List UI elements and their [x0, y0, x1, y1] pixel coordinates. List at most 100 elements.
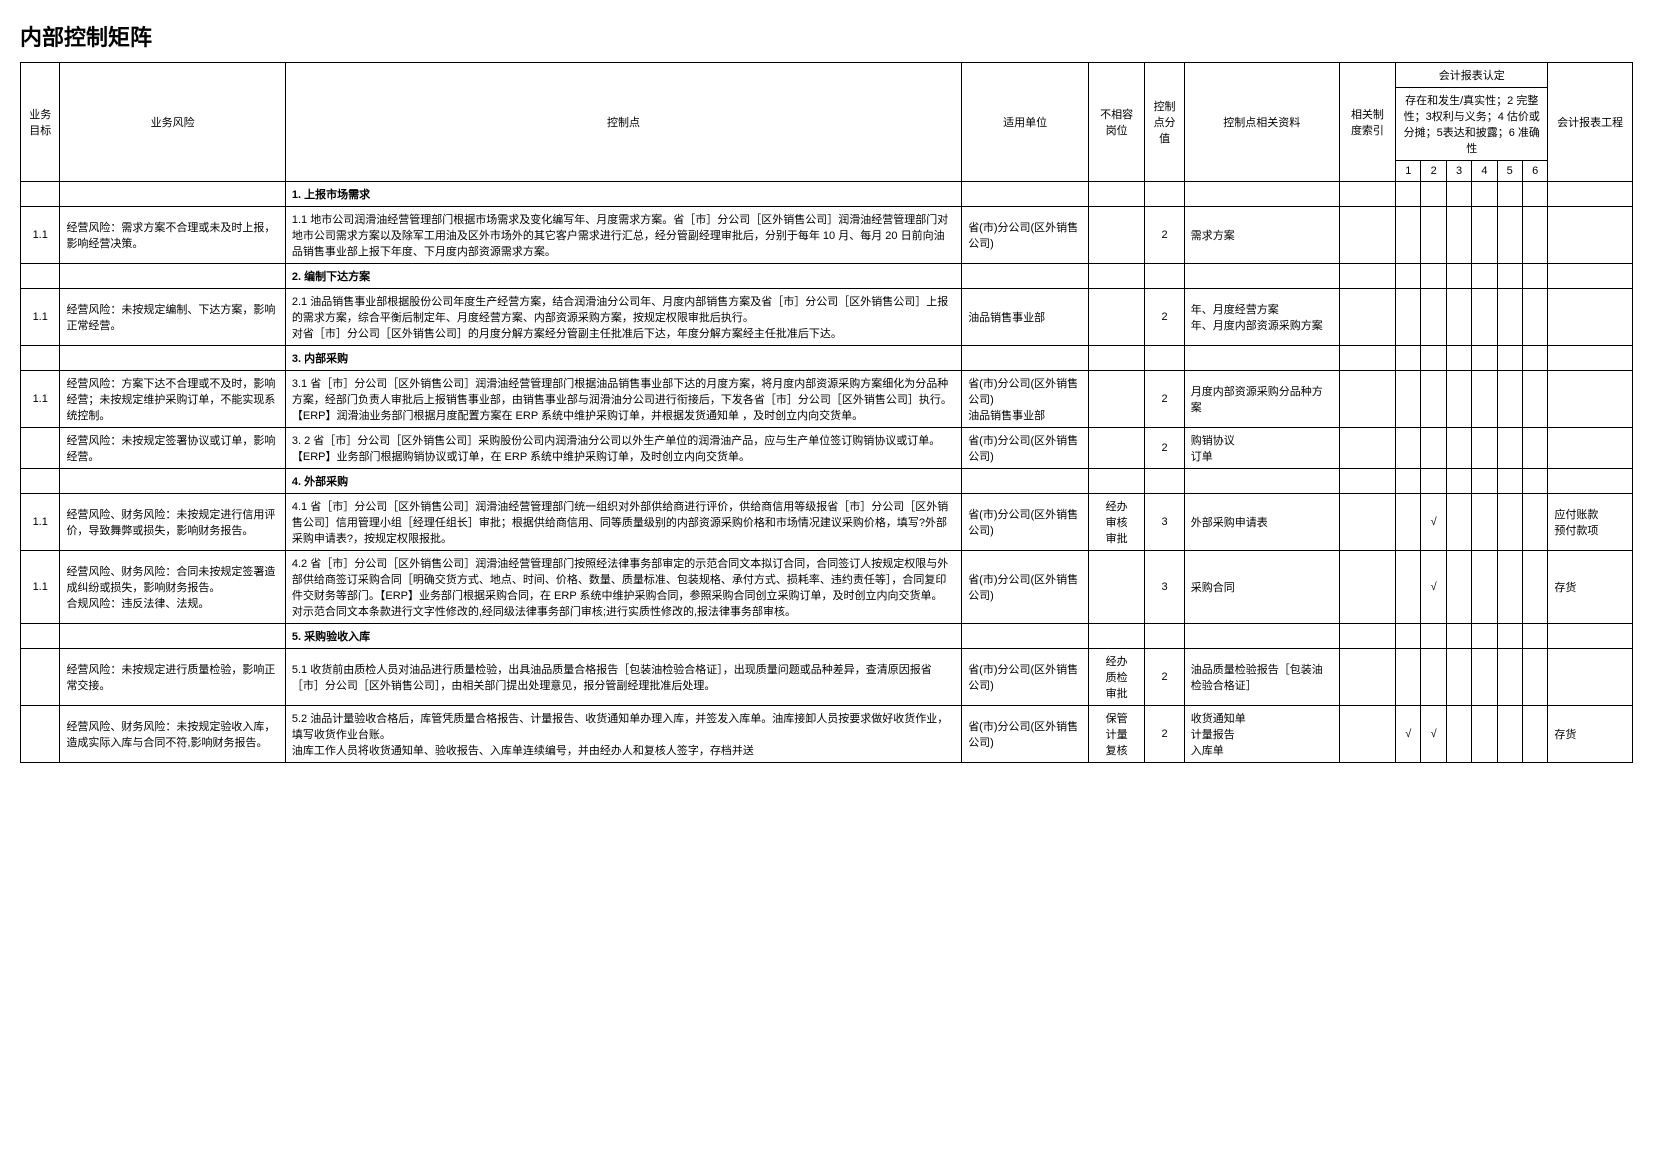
section-blank [1472, 346, 1497, 371]
section-blank [1088, 264, 1144, 289]
cell-assert [1396, 494, 1421, 551]
cell-assert [1497, 706, 1522, 763]
cell-assert [1421, 649, 1446, 706]
cell-assert [1522, 207, 1547, 264]
col-assert-desc: 存在和发生/真实性；2 完整性；3权利与义务；4 估价或分摊；5表达和披露；6 … [1396, 88, 1548, 161]
section-blank [1446, 346, 1471, 371]
cell-assert [1472, 494, 1497, 551]
cell-assert [1472, 551, 1497, 624]
section-blank [1184, 346, 1339, 371]
cell-assert [1522, 494, 1547, 551]
table-row: 1.1经营风险：需求方案不合理或未及时上报，影响经营决策。1.1 地市公司润滑油… [21, 207, 1633, 264]
section-blank [1339, 182, 1395, 207]
cell-assert [1446, 551, 1471, 624]
cell-idx: 1.1 [21, 494, 60, 551]
section-blank [1339, 346, 1395, 371]
section-blank [1421, 624, 1446, 649]
cell-proj [1548, 207, 1633, 264]
section-blank [1522, 346, 1547, 371]
col-proj: 会计报表工程 [1548, 63, 1633, 182]
cell-ctrl: 5.2 油品计量验收合格后，库管凭质量合格报告、计量报告、收货通知单办理入库，并… [285, 706, 961, 763]
cell-ref [1339, 207, 1395, 264]
cell-assert: √ [1396, 706, 1421, 763]
cell-incomp [1088, 371, 1144, 428]
section-blank [1088, 346, 1144, 371]
section-blank [1497, 264, 1522, 289]
cell-score: 2 [1145, 706, 1184, 763]
cell-proj: 存货 [1548, 706, 1633, 763]
section-blank [1184, 469, 1339, 494]
cell-idx [21, 706, 60, 763]
cell-assert [1522, 551, 1547, 624]
cell-material: 采购合同 [1184, 551, 1339, 624]
section-blank [1522, 264, 1547, 289]
section-blank [1446, 264, 1471, 289]
cell-assert [1446, 649, 1471, 706]
cell-proj [1548, 649, 1633, 706]
cell-unit: 省(市)分公司(区外销售公司) [962, 551, 1089, 624]
col-assert-num: 1 [1396, 161, 1421, 182]
cell-incomp [1088, 428, 1144, 469]
cell-assert [1446, 207, 1471, 264]
section-blank [1497, 624, 1522, 649]
section-blank [1472, 182, 1497, 207]
section-blank [1184, 264, 1339, 289]
cell-assert [1522, 371, 1547, 428]
cell-unit: 省(市)分公司(区外销售公司) [962, 428, 1089, 469]
cell-incomp [1088, 289, 1144, 346]
cell-assert [1396, 428, 1421, 469]
cell-ctrl: 4.1 省［市］分公司［区外销售公司］润滑油经营管理部门统一组织对外部供给商进行… [285, 494, 961, 551]
cell-ref [1339, 428, 1395, 469]
col-assert-num: 3 [1446, 161, 1471, 182]
section-blank [1339, 264, 1395, 289]
cell-assert [1396, 289, 1421, 346]
section-blank [60, 264, 285, 289]
section-blank [60, 624, 285, 649]
cell-risk: 经营风险、财务风险：合同未按规定签署造成纠纷或损失，影响财务报告。合规风险：违反… [60, 551, 285, 624]
table-row: 1.1经营风险、财务风险：合同未按规定签署造成纠纷或损失，影响财务报告。合规风险… [21, 551, 1633, 624]
section-blank [21, 469, 60, 494]
cell-material: 购销协议订单 [1184, 428, 1339, 469]
section-blank [1548, 469, 1633, 494]
cell-unit: 省(市)分公司(区外销售公司) [962, 494, 1089, 551]
section-blank [60, 182, 285, 207]
section-blank [962, 346, 1089, 371]
section-blank [1548, 624, 1633, 649]
section-title: 1. 上报市场需求 [285, 182, 961, 207]
cell-assert: √ [1421, 706, 1446, 763]
cell-material: 需求方案 [1184, 207, 1339, 264]
section-blank [1396, 264, 1421, 289]
cell-score: 2 [1145, 428, 1184, 469]
cell-unit: 省(市)分公司(区外销售公司) [962, 706, 1089, 763]
cell-assert [1472, 706, 1497, 763]
section-title: 4. 外部采购 [285, 469, 961, 494]
section-blank [1396, 346, 1421, 371]
table-row: 经营风险：未按规定签署协议或订单，影响经营。3. 2 省［市］分公司［区外销售公… [21, 428, 1633, 469]
cell-assert: √ [1421, 494, 1446, 551]
cell-incomp: 保管计量复核 [1088, 706, 1144, 763]
cell-material: 月度内部资源采购分品种方案 [1184, 371, 1339, 428]
table-row: 1.1经营风险：方案下达不合理或不及时，影响经营；未按规定维护采购订单，不能实现… [21, 371, 1633, 428]
section-blank [1421, 264, 1446, 289]
cell-assert [1522, 289, 1547, 346]
section-blank [962, 469, 1089, 494]
cell-ctrl: 1.1 地市公司润滑油经营管理部门根据市场需求及变化编写年、月度需求方案。省［市… [285, 207, 961, 264]
table-row: 经营风险、财务风险：未按规定验收入库，造成实际入库与合同不符,影响财务报告。5.… [21, 706, 1633, 763]
cell-assert [1446, 706, 1471, 763]
cell-assert [1472, 649, 1497, 706]
section-blank [1396, 469, 1421, 494]
table-row: 1.1经营风险：未按规定编制、下达方案，影响正常经营。2.1 油品销售事业部根据… [21, 289, 1633, 346]
col-risk: 业务风险 [60, 63, 285, 182]
section-blank [962, 264, 1089, 289]
cell-assert [1446, 371, 1471, 428]
section-blank [1522, 182, 1547, 207]
section-blank [1497, 182, 1522, 207]
section-blank [1145, 264, 1184, 289]
col-assert-num: 2 [1421, 161, 1446, 182]
section-blank [60, 346, 285, 371]
section-blank [1088, 624, 1144, 649]
cell-assert [1396, 207, 1421, 264]
cell-unit: 省(市)分公司(区外销售公司) [962, 207, 1089, 264]
cell-idx [21, 649, 60, 706]
section-blank [1522, 624, 1547, 649]
